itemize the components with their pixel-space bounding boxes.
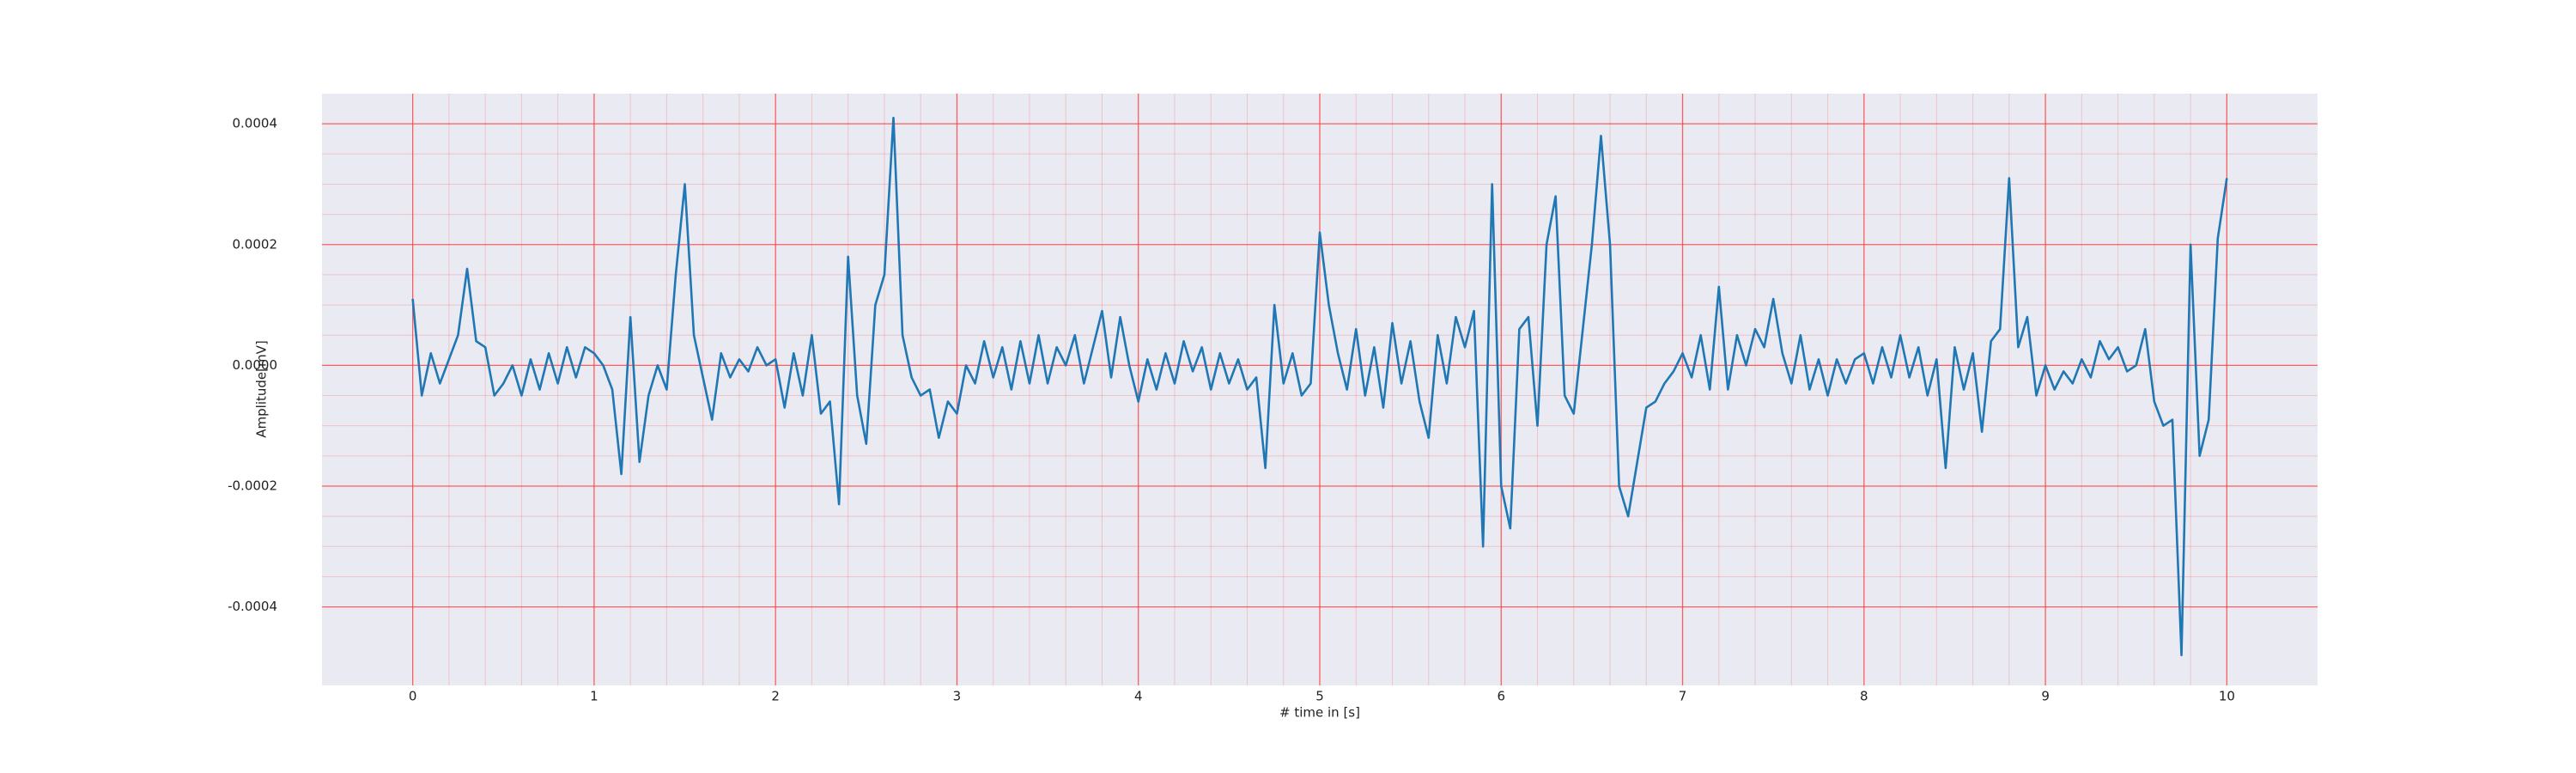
x-tick-label: 1 (590, 689, 598, 704)
x-tick-label: 4 (1134, 689, 1143, 704)
y-tick-label: -0.0002 (228, 478, 277, 493)
y-tick-label: 0.0002 (233, 236, 278, 252)
x-tick-label: 9 (2041, 689, 2050, 704)
grid (322, 94, 2318, 685)
signal-line (411, 116, 2228, 657)
y-tick-label: 0.0004 (233, 116, 278, 131)
y-axis-label: Amplitude[mV] (254, 340, 270, 437)
x-tick-label: 5 (1315, 689, 1324, 704)
y-tick-label: -0.0004 (228, 599, 277, 614)
x-tick-label: 2 (771, 689, 780, 704)
x-tick-label: 3 (953, 689, 962, 704)
x-tick-label: 7 (1679, 689, 1687, 704)
x-tick-label: 0 (409, 689, 417, 704)
marks (411, 116, 2228, 657)
y-tick-label: 0.0000 (233, 357, 278, 373)
x-tick-label: 8 (1860, 689, 1868, 704)
x-tick-label: 10 (2219, 689, 2235, 704)
x-axis-label: # time in [s] (1279, 705, 1360, 721)
x-tick-label: 6 (1497, 689, 1505, 704)
